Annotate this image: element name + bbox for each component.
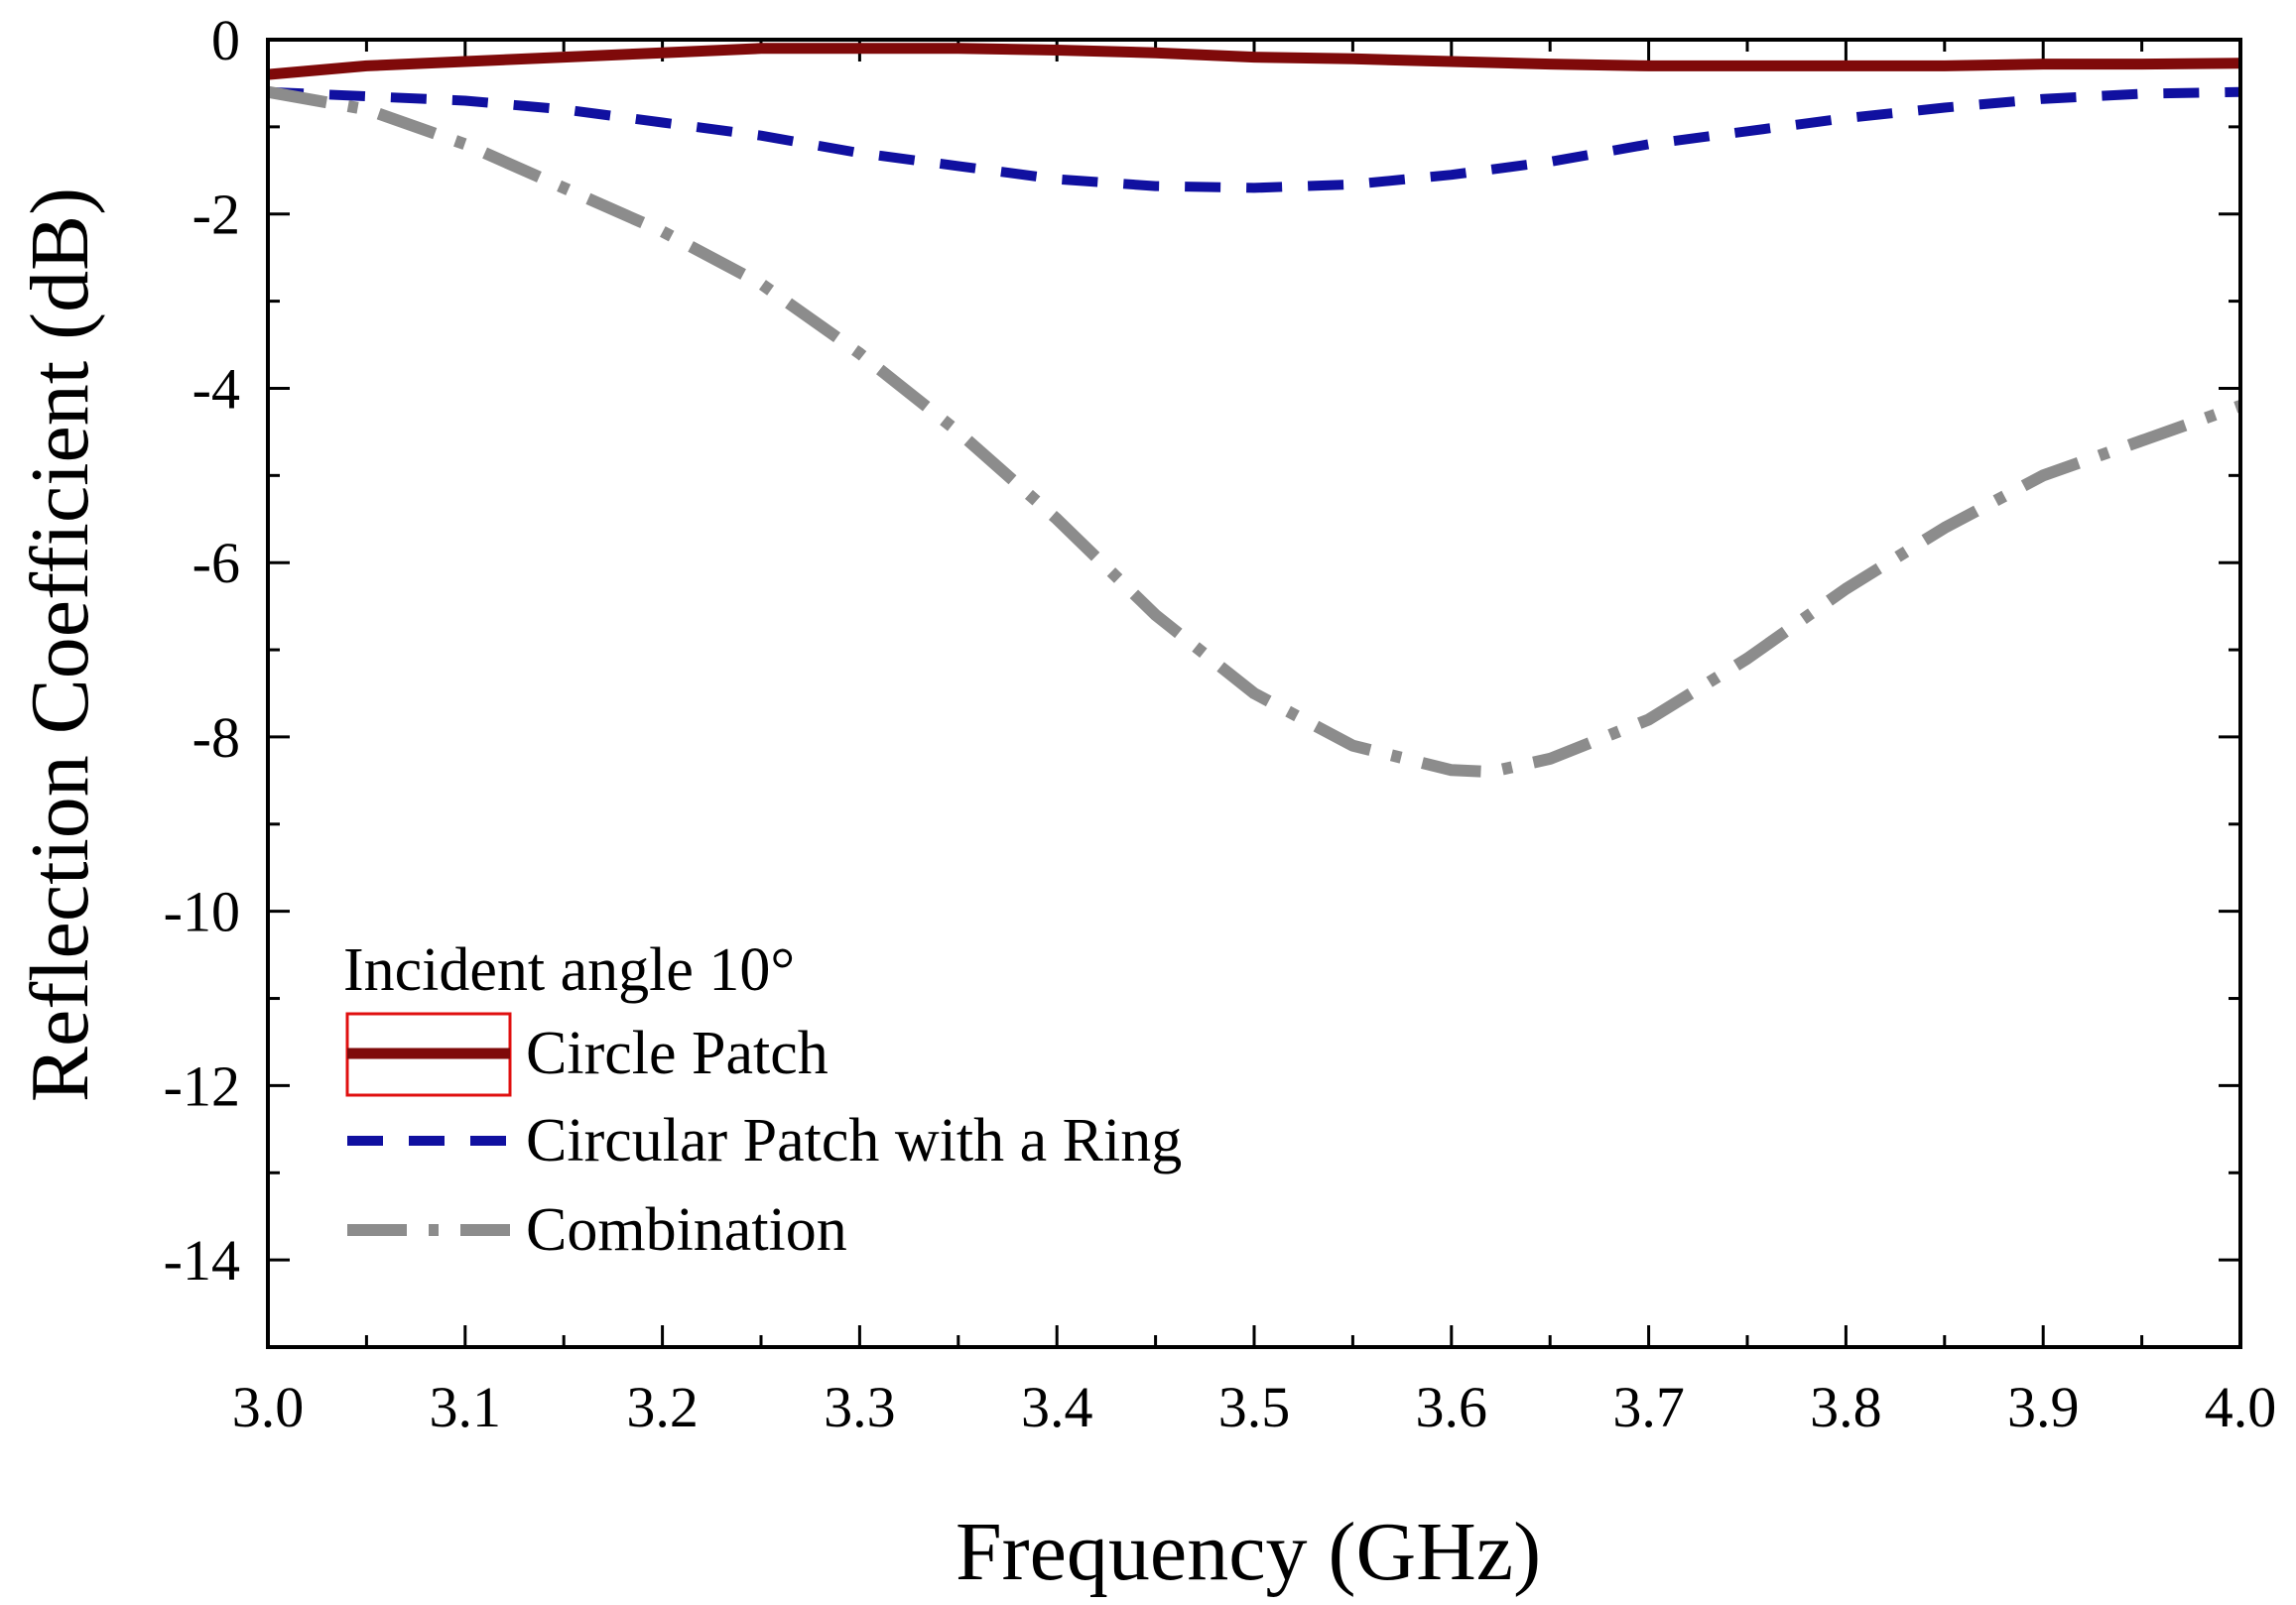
x-tick-label-3-1: 3.1 (430, 1375, 502, 1439)
y-tick-label-6: -6 (192, 531, 240, 595)
series-line-circle-patch (267, 43, 2241, 80)
legend-label-circular-patch-ring: Circular Patch with a Ring (526, 1107, 1182, 1174)
plot-frame (266, 38, 2242, 1349)
x-tick-label-3-0: 3.0 (232, 1375, 305, 1439)
y-tick-label-10: -10 (164, 880, 240, 944)
x-tick-labels: 3.0 3.1 3.2 3.3 3.4 3.5 3.6 3.7 3.8 3.9 4.0 (232, 1375, 2277, 1439)
y-tick-labels: 0 -2 -4 -6 -8 -10 -12 -14 (164, 8, 240, 1293)
y-tick-label-0: 0 (211, 8, 240, 72)
y-tick-label-12: -12 (164, 1053, 240, 1118)
x-tick-label-3-5: 3.5 (1218, 1375, 1291, 1439)
x-tick-label-3-3: 3.3 (824, 1375, 896, 1439)
legend-label-circle-patch: Circle Patch (526, 1020, 829, 1087)
x-tick-label-3-4: 3.4 (1021, 1375, 1093, 1439)
y-tick-label-4: -4 (192, 356, 240, 421)
series-line-combination (266, 85, 2243, 779)
x-tick-label-3-2: 3.2 (626, 1375, 699, 1439)
x-axis-title: Frequency (GHz) (956, 1506, 1541, 1598)
y-tick-label-8: -8 (192, 705, 240, 770)
y-axis-title: Reflection Coefficient (dB) (14, 187, 106, 1102)
series-line-circular-patch-with-a-ring (267, 86, 2241, 193)
y-tick-label-14: -14 (164, 1228, 240, 1293)
series-lines (266, 43, 2243, 779)
y-tick-label-2: -2 (192, 183, 240, 247)
legend-label-combination: Combination (526, 1196, 847, 1264)
x-tick-label-3-9: 3.9 (2007, 1375, 2080, 1439)
x-tick-label-3-7: 3.7 (1612, 1375, 1685, 1439)
x-tick-label-4-0: 4.0 (2205, 1375, 2277, 1439)
x-tick-label-3-6: 3.6 (1416, 1375, 1488, 1439)
x-tick-label-3-8: 3.8 (1810, 1375, 1882, 1439)
legend-title: Incident angle 10° (343, 936, 795, 1004)
legend: Incident angle 10° Circle Patch Circular… (343, 936, 1182, 1264)
